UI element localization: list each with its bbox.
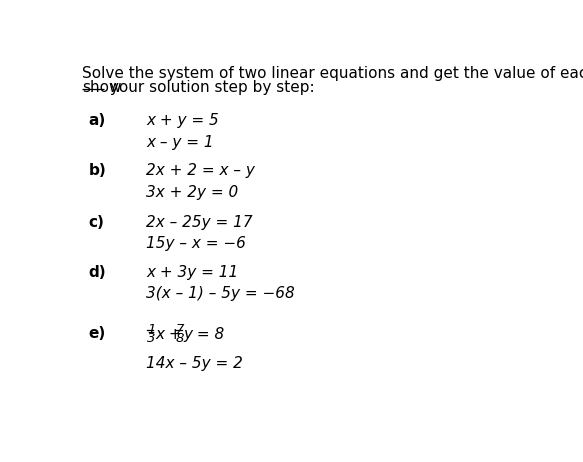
Text: 2x – 25y = 17: 2x – 25y = 17 xyxy=(146,215,253,230)
Text: your solution step by step:: your solution step by step: xyxy=(105,80,314,95)
Text: 1: 1 xyxy=(147,323,156,336)
Text: 3(x – 1) – 5y = −68: 3(x – 1) – 5y = −68 xyxy=(146,286,295,301)
Text: c): c) xyxy=(89,215,104,230)
Text: 14x – 5y = 2: 14x – 5y = 2 xyxy=(146,356,243,371)
Text: 7: 7 xyxy=(176,323,184,336)
Text: 2x + 2 = x – y: 2x + 2 = x – y xyxy=(146,163,255,178)
Text: y = 8: y = 8 xyxy=(184,327,225,342)
Text: x – y = 1: x – y = 1 xyxy=(146,135,214,150)
Text: b): b) xyxy=(89,163,106,178)
Text: show: show xyxy=(82,80,122,95)
Text: Solve the system of two linear equations and get the value of each variable,: Solve the system of two linear equations… xyxy=(82,66,583,81)
Text: 3x + 2y = 0: 3x + 2y = 0 xyxy=(146,185,239,200)
Text: e): e) xyxy=(89,327,106,341)
Text: x + 3y = 11: x + 3y = 11 xyxy=(146,265,239,280)
Text: x +: x + xyxy=(155,327,182,342)
Text: x + y = 5: x + y = 5 xyxy=(146,113,219,128)
Text: 3: 3 xyxy=(147,332,156,345)
Text: d): d) xyxy=(89,265,106,280)
Text: 8: 8 xyxy=(176,332,184,345)
Text: 15y – x = −6: 15y – x = −6 xyxy=(146,237,247,251)
Text: a): a) xyxy=(89,113,106,128)
